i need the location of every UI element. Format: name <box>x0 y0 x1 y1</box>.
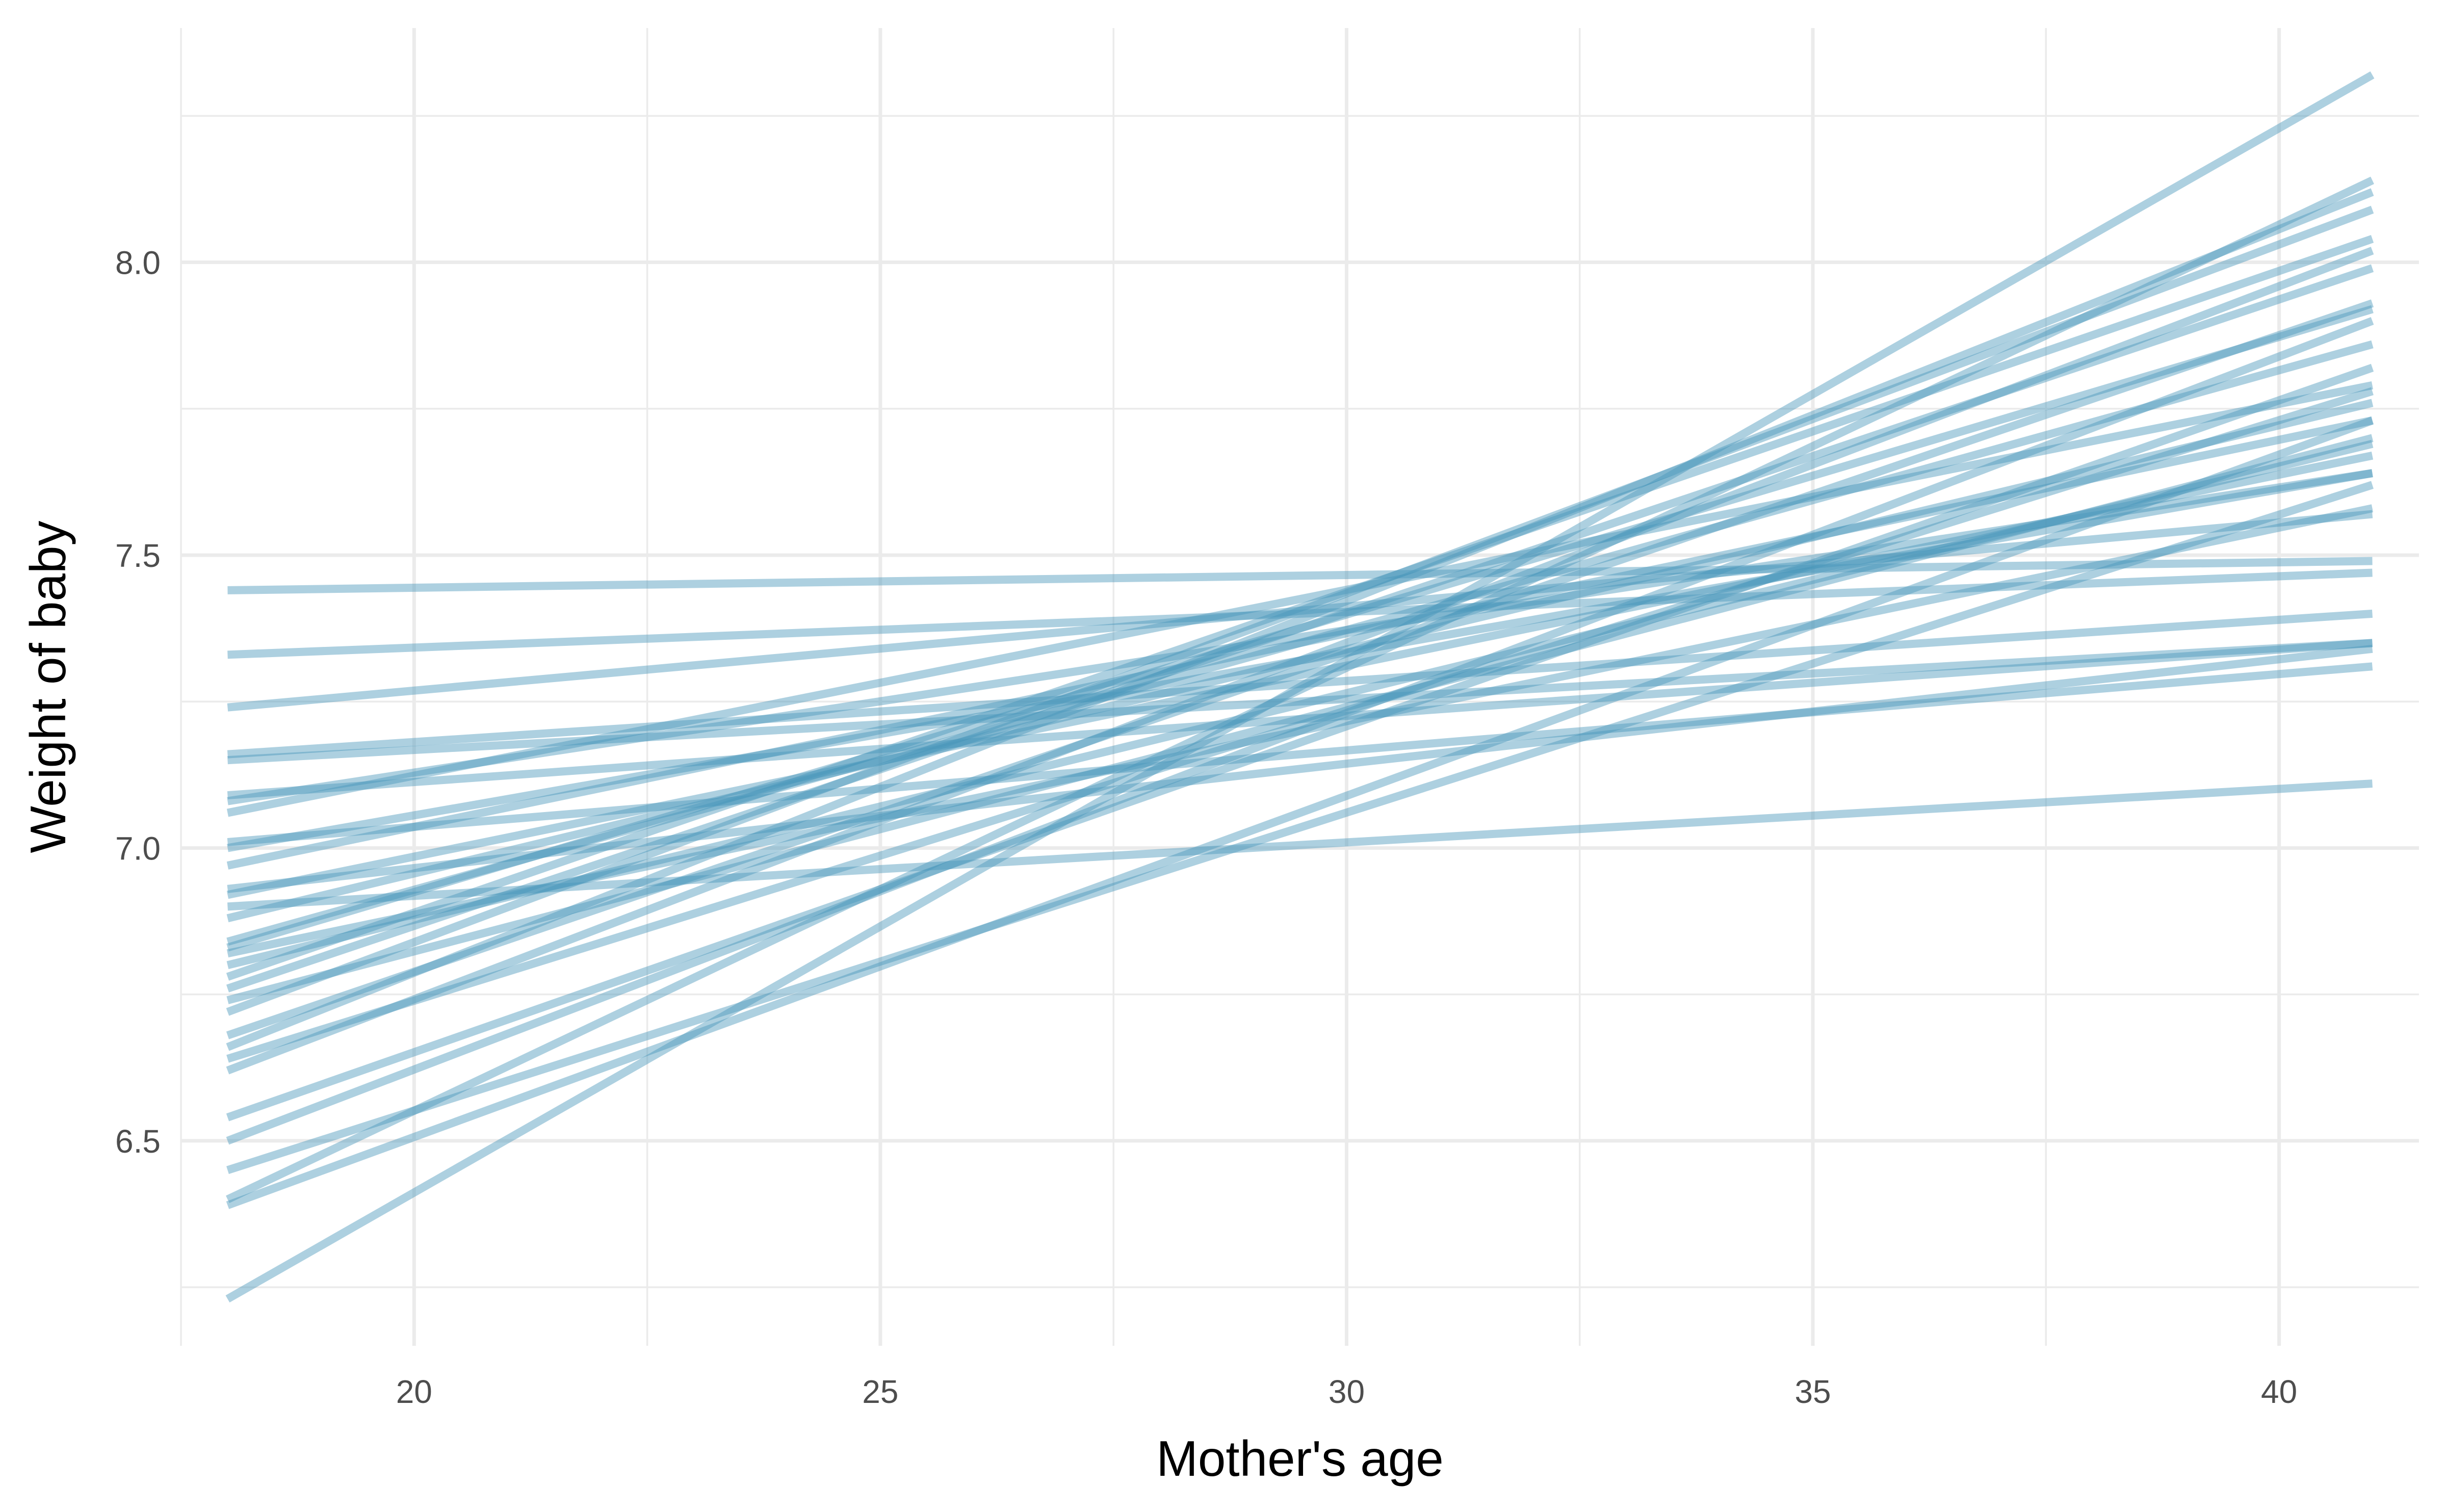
series-line-27 <box>226 247 2374 1075</box>
y-tick-label: 7.0 <box>115 830 161 867</box>
series-line-22 <box>226 434 2374 1004</box>
series-line-9 <box>227 662 2373 846</box>
series-line-5 <box>227 639 2373 765</box>
series-line-24 <box>226 299 2374 1039</box>
y-tick-label: 7.5 <box>115 537 161 574</box>
x-axis-ticks: 20 25 30 35 40 <box>396 1373 2298 1410</box>
series-line-14 <box>227 779 2373 911</box>
series-line-13 <box>226 451 2374 899</box>
series-line-20 <box>226 235 2374 981</box>
series-line-31 <box>226 176 2374 1204</box>
series-line-23 <box>226 205 2374 1016</box>
series-line-10 <box>227 469 2373 852</box>
grid <box>180 28 2419 1346</box>
series-line-11 <box>226 416 2374 870</box>
series-line-25 <box>226 188 2374 1051</box>
x-tick-label: 25 <box>862 1373 898 1410</box>
series-line-19 <box>226 439 2374 969</box>
x-tick-label: 40 <box>2261 1373 2297 1410</box>
series-line-28 <box>226 363 2374 1122</box>
series-line-1 <box>227 557 2373 594</box>
series-line-30 <box>226 481 2374 1174</box>
series-line-3 <box>227 510 2373 712</box>
series-line-21 <box>226 264 2374 993</box>
y-axis-title: Weight of baby <box>20 521 76 853</box>
series-line-26 <box>226 387 2374 1063</box>
series-line-16 <box>226 340 2374 946</box>
series-line-12 <box>227 644 2373 893</box>
x-tick-label: 30 <box>1329 1373 1365 1410</box>
series-line-4 <box>227 609 2373 759</box>
series-line-17 <box>226 305 2374 952</box>
series-line-33 <box>225 71 2375 1303</box>
series-line-32 <box>226 416 2374 1209</box>
y-axis-ticks: 6.5 7.0 7.5 8.0 <box>115 245 161 1160</box>
series-line-15 <box>226 399 2374 923</box>
series-line-7 <box>227 469 2373 805</box>
y-tick-label: 6.5 <box>115 1123 161 1160</box>
series-line-29 <box>226 317 2374 1145</box>
x-tick-label: 20 <box>396 1373 432 1410</box>
series-line-8 <box>226 381 2374 817</box>
series-line-6 <box>227 639 2373 800</box>
series-line-18 <box>226 504 2374 958</box>
x-axis-title: Mother's age <box>1156 1430 1443 1487</box>
y-tick-label: 8.0 <box>115 245 161 281</box>
series-line-2 <box>227 568 2373 659</box>
series-lines <box>225 71 2375 1303</box>
x-tick-label: 35 <box>1794 1373 1831 1410</box>
